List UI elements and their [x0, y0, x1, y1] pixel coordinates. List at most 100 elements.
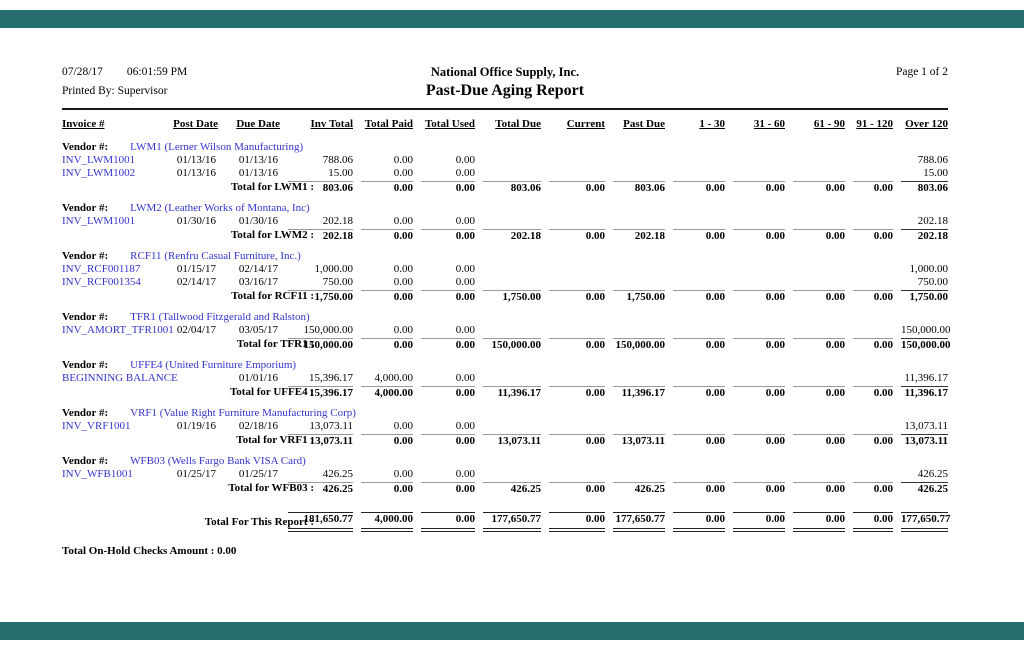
vendor-total-amount: 0.00 [785, 180, 845, 195]
amount-cell [665, 420, 725, 433]
bottom-accent-bar [0, 622, 1024, 640]
amount-cell [605, 215, 665, 228]
invoice-row: INV_LWM1002 01/13/16 01/13/16 15.00 0.00 0.00… [62, 167, 948, 180]
vendor-total-row: Total for LWM1 :803.06 0.00 0.00 803.06 0.00… [62, 180, 948, 195]
amount-cell [845, 372, 893, 385]
invoice-link[interactable]: INV_WFB1001 [62, 468, 133, 480]
vendor-total-amount: 0.00 [541, 433, 605, 448]
vendor-total-amount: 803.06 [475, 180, 541, 195]
invoice-link[interactable]: INV_LWM1002 [62, 167, 136, 179]
vendor-total-amount: 0.00 [413, 385, 475, 400]
vendor-total-amount: 426.25 [280, 481, 353, 496]
amount-cell [475, 420, 541, 433]
vendor-total-amount: 0.00 [665, 433, 725, 448]
amount-cell [475, 167, 541, 180]
amount-cell [541, 215, 605, 228]
vendor-cell: Vendor #: LWM2 (Leather Works of Montana,… [62, 195, 948, 215]
vendor-total-amount: 426.25 [893, 481, 948, 496]
vendor-total-amount: 150,000.00 [605, 337, 665, 352]
due-date-cell: 01/13/16 [238, 154, 278, 166]
vendor-total-amount: 0.00 [353, 228, 413, 243]
vendor-link[interactable]: LWM1 (Lerner Wilson Manufacturing) [130, 141, 304, 153]
post-date-cell: 01/13/16 [176, 167, 216, 179]
amount-cell [785, 468, 845, 481]
vendor-total-label: Total for VRF1 : [236, 434, 314, 446]
amount-cell: 1,000.00 [909, 263, 949, 275]
report-total-amount: 177,650.77 [893, 512, 951, 532]
amount-cell [541, 276, 605, 289]
amount-cell: 0.00 [455, 263, 475, 275]
invoice-link[interactable]: INV_AMORT_TFR1001 [62, 324, 174, 336]
invoice-link[interactable]: INV_LWM1001 [62, 154, 136, 166]
vendor-total-row: Total for UFFE4 :15,396.17 4,000.00 0.00 11… [62, 385, 948, 400]
company-name: National Office Supply, Inc. [430, 65, 580, 79]
amount-cell [845, 167, 893, 180]
vendor-total-amount: 0.00 [785, 337, 845, 352]
vendor-total-amount: 0.00 [541, 180, 605, 195]
amount-cell: 0.00 [455, 215, 475, 227]
amount-cell: 788.06 [917, 154, 948, 166]
vendor-total-amount: 0.00 [725, 433, 785, 448]
amount-cell: 0.00 [455, 324, 475, 336]
amount-cell: 0.00 [393, 324, 413, 336]
vendor-total-amount: 0.00 [665, 385, 725, 400]
amount-cell: 0.00 [393, 215, 413, 227]
vendor-link[interactable]: VRF1 (Value Right Furniture Manufacturin… [130, 407, 356, 419]
amount-cell [541, 263, 605, 276]
amount-cell: 0.00 [393, 167, 413, 179]
vendor-total-amount: 0.00 [785, 289, 845, 304]
vendor-link[interactable]: RCF11 (Renfru Casual Furniture, Inc.) [130, 250, 301, 262]
vendor-total-amount: 13,073.11 [280, 433, 353, 448]
vendor-link[interactable]: TFR1 (Tallwood Fitzgerald and Ralston) [130, 311, 310, 323]
vendor-total-amount: 1,750.00 [475, 289, 541, 304]
col-header-invoice: Invoice # [62, 118, 105, 130]
col-header-1-30: 1 - 30 [699, 118, 725, 130]
vendor-cell: Vendor #: RCF11 (Renfru Casual Furniture,… [62, 243, 948, 263]
invoice-link[interactable]: BEGINNING BALANCE [62, 372, 178, 384]
vendor-total-amount: 0.00 [785, 228, 845, 243]
vendor-link[interactable]: LWM2 (Leather Works of Montana, Inc) [130, 202, 310, 214]
vendor-row: Vendor #: UFFE4 (United Furniture Emporiu… [62, 352, 948, 372]
on-hold-note: Total On-Hold Checks Amount : 0.00 [62, 545, 237, 557]
amount-cell [475, 324, 541, 337]
vendor-total-amount: 0.00 [845, 289, 893, 304]
invoice-link[interactable]: INV_VRF1001 [62, 420, 131, 432]
amount-cell: 426.25 [917, 468, 948, 480]
invoice-row: INV_LWM1001 01/30/16 01/30/16 202.18 0.00 0.0… [62, 215, 948, 228]
vendor-total-amount: 0.00 [725, 289, 785, 304]
vendor-total-amount: 11,396.17 [475, 385, 541, 400]
vendor-total-amount: 11,396.17 [893, 385, 948, 400]
vendor-total-amount: 0.00 [665, 289, 725, 304]
amount-cell [725, 167, 785, 180]
invoice-link[interactable]: INV_LWM1001 [62, 215, 136, 227]
amount-cell: 750.00 [917, 276, 948, 288]
vendor-total-label: Total for RCF11 : [231, 290, 314, 302]
report-total-amount: 4,000.00 [353, 512, 413, 532]
vendor-number-label: Vendor #: [62, 311, 109, 323]
invoice-link[interactable]: INV_RCF001187 [62, 263, 141, 275]
vendor-total-amount: 4,000.00 [353, 385, 413, 400]
post-date-cell: 01/15/17 [176, 263, 216, 275]
vendor-link[interactable]: UFFE4 (United Furniture Emporium) [130, 359, 297, 371]
vendor-total-amount: 0.00 [785, 433, 845, 448]
report-total-amount: 0.00 [845, 512, 893, 532]
vendor-number-label: Vendor #: [62, 455, 109, 467]
vendor-total-amount: 0.00 [413, 337, 475, 352]
amount-cell [785, 276, 845, 289]
vendor-total-amount: 0.00 [353, 180, 413, 195]
amount-cell [785, 420, 845, 433]
invoice-link[interactable]: INV_RCF001354 [62, 276, 141, 288]
invoice-row: INV_AMORT_TFR1001 02/04/17 03/05/17 150,000… [62, 324, 951, 337]
vendor-link[interactable]: WFB03 (Wells Fargo Bank VISA Card) [130, 455, 306, 467]
vendor-total-amount: 0.00 [413, 180, 475, 195]
report-total-amount: 177,650.77 [605, 512, 665, 532]
amount-cell: 150,000.00 [303, 324, 354, 336]
vendor-total-amount: 0.00 [665, 337, 725, 352]
amount-cell [475, 154, 541, 167]
col-header-over-120: Over 120 [905, 118, 948, 130]
vendor-cell: Vendor #: VRF1 (Value Right Furniture Man… [62, 400, 948, 420]
amount-cell [725, 263, 785, 276]
report-title: Past-Due Aging Report [425, 82, 585, 99]
amount-cell [725, 154, 785, 167]
vendor-total-amount: 0.00 [845, 433, 893, 448]
